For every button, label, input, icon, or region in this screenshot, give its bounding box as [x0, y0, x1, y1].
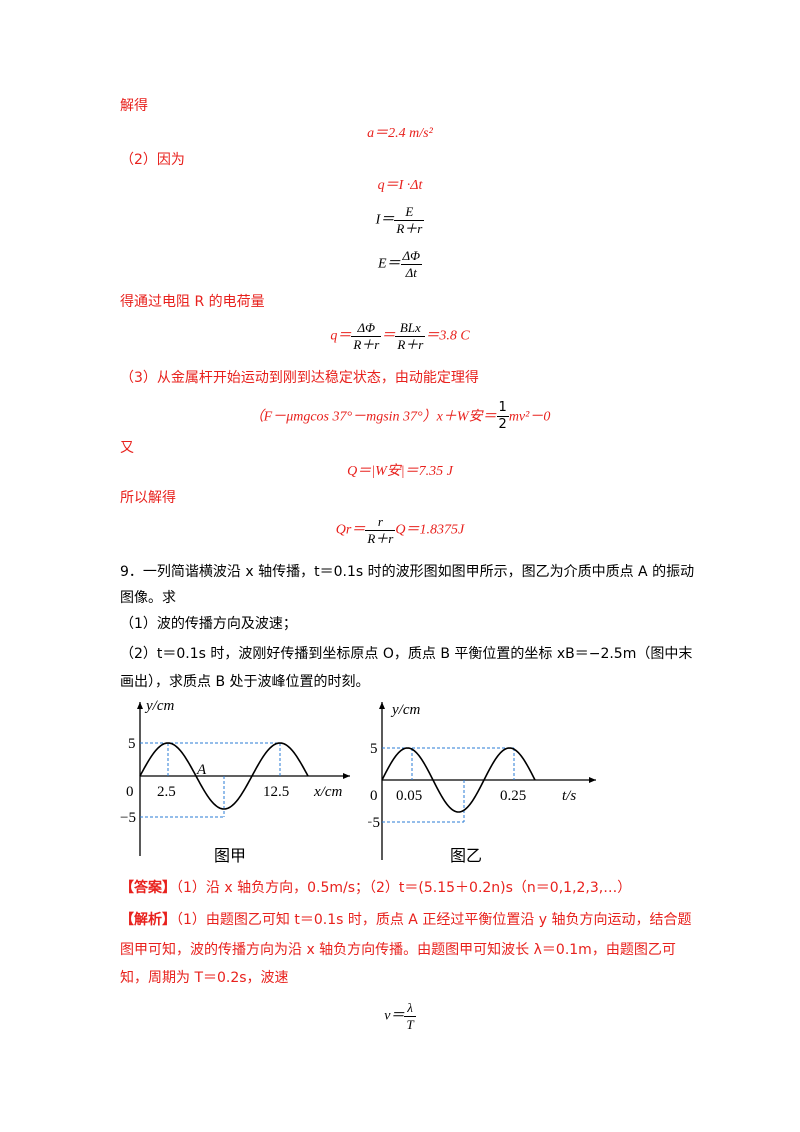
origin-label: 0	[126, 784, 134, 800]
part2-heading: （2）因为	[120, 152, 185, 168]
origin-label: 0	[370, 788, 378, 804]
equation-energy: （F－μmgcos 37°－mgsin 37°）x＋W安＝ 1 2 mv²－0	[249, 400, 551, 432]
t-axis-label: t/s	[562, 788, 576, 804]
tick-y-5: 5	[370, 741, 378, 757]
wave-curve	[139, 742, 309, 810]
tick-0-05: 0.05	[396, 788, 422, 804]
tick-y-5: 5	[128, 736, 136, 752]
equation-heat: Q＝|W安|＝7.35 J	[347, 464, 453, 479]
y-axis-label: y/cm	[390, 702, 420, 718]
figure-yi: y/cm t/s 0 0.05 0.25 5 −5	[368, 702, 596, 860]
charge-statement: 得通过电阻 R 的电荷量	[120, 294, 265, 310]
tick-0-25: 0.25	[500, 788, 526, 804]
equation-charge: q＝ ΔΦ R＋r ＝ BLx R＋r ＝3.8 C	[330, 320, 470, 352]
answer-text: （1）沿 x 轴负方向，0.5m/s；（2）t＝(5.15＋0.2n)s（n＝0…	[176, 880, 632, 896]
tick-y-neg5: −5	[368, 815, 380, 831]
equation-q-idt: q＝I ·Δt	[377, 178, 423, 193]
answer-line: 【答案】（1）沿 x 轴负方向，0.5m/s；（2）t＝(5.15＋0.2n)s…	[120, 878, 631, 898]
tick-12-5: 12.5	[263, 784, 289, 800]
caption-yi: 图乙	[449, 846, 482, 865]
analysis-line2: 图甲可知，波的传播方向为沿 x 轴负方向传播。由题图甲可知波长 λ＝0.1m，由…	[120, 942, 676, 958]
analysis-line3: 知，周期为 T＝0.2s，波速	[120, 970, 289, 986]
equation-emf: E＝ ΔΦ Δt	[377, 248, 423, 280]
question-9-sub2-line2: 画出），求质点 B 处于波峰位置的时刻。	[120, 674, 370, 690]
equation-current: I＝ E R＋r	[375, 204, 425, 236]
analysis-line1: 【解析】（1）由题图乙可知 t＝0.1s 时，质点 A 正经过平衡位置沿 y 轴…	[120, 912, 692, 928]
x-axis-label: x/cm	[313, 784, 342, 800]
equation-resistor-heat: Qr＝ r R＋r Q＝1.8375J	[335, 514, 465, 546]
you-label: 又	[120, 440, 134, 456]
question-9-sub2-line1: （2）t＝0.1s 时，波刚好传播到坐标原点 O，质点 B 平衡位置的坐标 xB…	[120, 646, 693, 662]
part3-heading: （3）从金属杆开始运动到刚到达稳定状态，由动能定理得	[120, 370, 479, 386]
y-axis-label: y/cm	[144, 698, 174, 714]
question-9-line2: 图像。求	[120, 590, 176, 606]
tick-y-neg5: −5	[120, 810, 136, 826]
question-9-sub1: （1）波的传播方向及波速；	[120, 616, 297, 632]
equation-acceleration: a＝2.4 m/s²	[367, 126, 433, 141]
caption-jia: 图甲	[213, 846, 246, 865]
jiede-label: 解得	[120, 98, 148, 114]
question-9-line1: 9．一列简谐横波沿 x 轴传播，t＝0.1s 时的波形图如图甲所示，图乙为介质中…	[120, 564, 695, 580]
point-a-label: A	[196, 762, 207, 778]
vibration-curve	[381, 747, 536, 813]
answer-label: 【答案】	[120, 880, 176, 896]
tick-2-5: 2.5	[157, 784, 176, 800]
suoyi-label: 所以解得	[120, 490, 176, 506]
equation-velocity: v＝ λ T	[384, 1000, 416, 1032]
analysis-label: 【解析】	[120, 912, 176, 928]
figure-jia: y/cm x/cm 0 2.5 12.5 5 −5 A	[120, 698, 350, 856]
